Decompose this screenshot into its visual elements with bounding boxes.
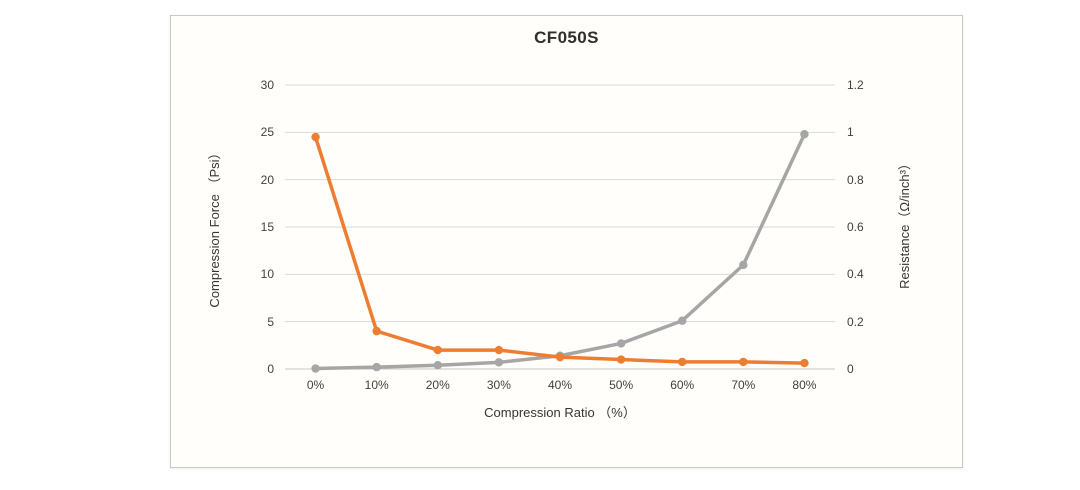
data-point-resistance <box>494 345 504 355</box>
x-axis-tick-label: 80% <box>792 378 817 392</box>
left-axis-tick-label: 20 <box>260 172 274 187</box>
right-axis-tick-label: 0.8 <box>847 172 864 187</box>
left-axis-tick-label: 5 <box>267 314 274 329</box>
left-axis-tick-label: 25 <box>260 125 274 140</box>
left-axis-tick-label: 0 <box>267 362 274 376</box>
data-point-compression-force <box>678 316 687 325</box>
data-point-compression-force <box>800 130 809 139</box>
left-axis-title: Compression Force （Psi） <box>207 146 222 308</box>
x-axis-tick-label: 10% <box>364 378 389 392</box>
data-point-compression-force <box>494 358 504 367</box>
data-point-resistance <box>433 345 442 355</box>
x-axis-tick-label: 0% <box>306 378 325 392</box>
x-axis-tick-label: 50% <box>609 378 634 392</box>
x-axis-tick-label: 30% <box>486 378 511 392</box>
chart-panel: CF050S 0 5 10 15 20 25 30 0 0.2 0.4 0.6 0.8 1 1.2 0% 10… <box>170 15 963 468</box>
chart-title: CF050S <box>534 28 599 47</box>
x-axis-tick-label: 60% <box>670 378 695 392</box>
right-axis-tick-label: 1.2 <box>847 78 864 92</box>
data-point-resistance <box>555 352 565 362</box>
data-point-resistance <box>616 355 626 364</box>
data-point-compression-force <box>739 260 748 270</box>
data-point-resistance <box>739 357 748 367</box>
data-point-resistance <box>678 357 687 367</box>
data-point-resistance <box>311 132 320 142</box>
data-point-compression-force <box>372 362 381 372</box>
data-point-compression-force <box>616 339 626 348</box>
right-axis-tick-label: 0 <box>847 362 854 376</box>
right-axis-tick-label: 0.2 <box>847 314 864 329</box>
right-axis-tick-label: 1 <box>847 125 854 140</box>
data-point-compression-force <box>433 361 442 370</box>
data-point-compression-force <box>311 364 320 373</box>
data-point-resistance <box>800 358 809 368</box>
right-axis-tick-label: 0.4 <box>847 267 864 282</box>
left-axis-tick-label: 30 <box>260 78 274 92</box>
x-axis-tick-label: 40% <box>547 378 573 392</box>
left-axis-tick-label: 10 <box>260 267 274 282</box>
x-axis-tick-label: 70% <box>731 378 756 392</box>
data-point-resistance <box>372 326 381 336</box>
right-axis-title: Resistance（Ω/inch³） <box>897 157 912 289</box>
left-axis-tick-label: 15 <box>260 220 274 234</box>
right-axis-tick-label: 0.6 <box>847 220 864 234</box>
series-line-resistance <box>313 135 807 365</box>
x-axis-tick-label: 20% <box>425 378 450 392</box>
plot-area <box>285 84 835 373</box>
x-axis-title: Compression Ratio （%） <box>484 405 636 420</box>
